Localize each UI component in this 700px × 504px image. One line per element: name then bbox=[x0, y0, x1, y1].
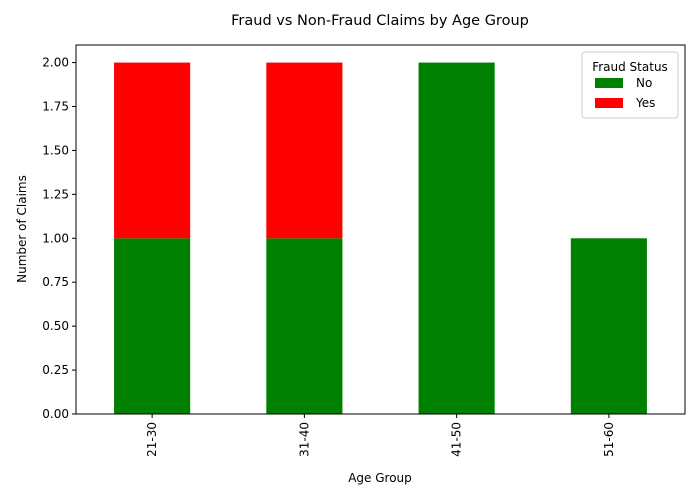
bar-51-60-no bbox=[570, 238, 647, 414]
bar-21-30-no bbox=[114, 238, 191, 414]
legend: Fraud Status No Yes bbox=[581, 51, 679, 119]
x-axis: 21-30 31-40 41-50 51-60 bbox=[145, 414, 616, 457]
chart-title: Fraud vs Non-Fraud Claims by Age Group bbox=[231, 13, 529, 29]
y-tick-label: 1.50 bbox=[42, 143, 69, 157]
y-axis: 0.00 0.25 0.50 0.75 1.00 1.25 1.50 1.75 2.00 bbox=[42, 56, 76, 421]
y-tick-label: 0.75 bbox=[42, 275, 69, 289]
legend-swatch-yes bbox=[595, 98, 623, 108]
legend-swatch-no bbox=[595, 78, 623, 88]
bar-31-40-yes bbox=[266, 62, 343, 239]
y-tick-label: 0.50 bbox=[42, 319, 69, 333]
bars-group bbox=[114, 62, 647, 414]
legend-title: Fraud Status bbox=[592, 60, 668, 74]
legend-items: No Yes bbox=[595, 76, 655, 110]
x-tick-label-21-30: 21-30 bbox=[145, 422, 159, 457]
bar-21-30-yes bbox=[114, 62, 191, 239]
x-tick-label-41-50: 41-50 bbox=[450, 422, 464, 457]
plot-frame bbox=[75, 44, 686, 415]
bar-31-40-no bbox=[266, 238, 343, 414]
legend-label-yes: Yes bbox=[635, 96, 655, 110]
x-tick-label-31-40: 31-40 bbox=[297, 422, 311, 457]
y-tick-label: 0.25 bbox=[42, 363, 69, 377]
y-tick-label: 1.25 bbox=[42, 187, 69, 201]
x-tick-label-51-60: 51-60 bbox=[602, 422, 616, 457]
y-tick-label: 2.00 bbox=[42, 56, 69, 70]
x-axis-label: Age Group bbox=[348, 471, 412, 485]
y-axis-label: Number of Claims bbox=[15, 175, 29, 283]
bar-41-50-no bbox=[418, 62, 495, 414]
y-tick-label: 0.00 bbox=[42, 407, 69, 421]
legend-label-no: No bbox=[636, 76, 652, 90]
y-tick-label: 1.00 bbox=[42, 231, 69, 245]
y-tick-label: 1.75 bbox=[42, 100, 69, 114]
